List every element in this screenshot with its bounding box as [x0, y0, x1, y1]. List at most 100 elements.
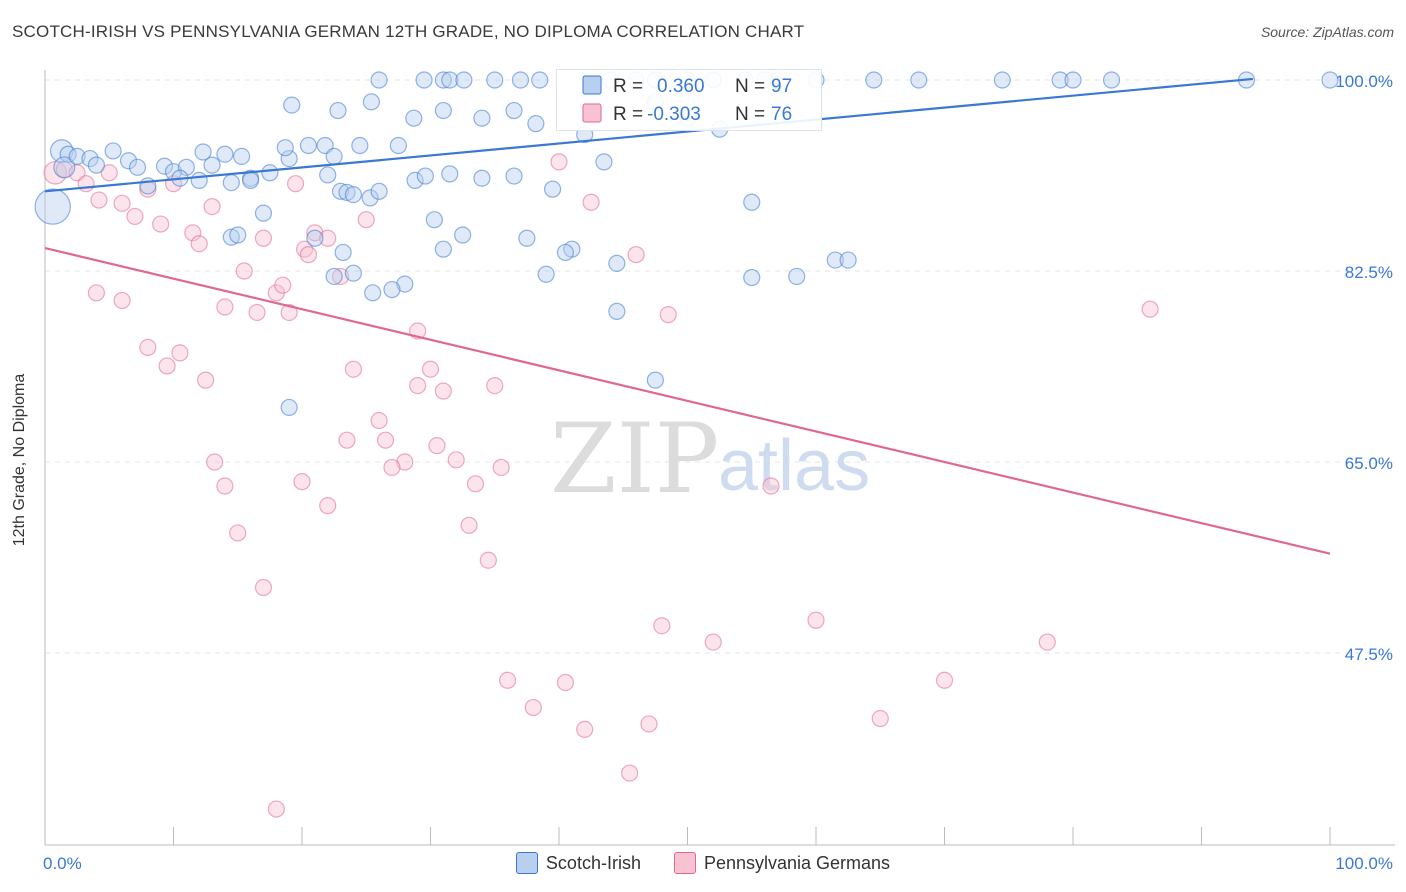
data-point: [993, 71, 1011, 89]
data-point: [351, 136, 369, 155]
data-point: [362, 93, 380, 111]
data-point: [608, 254, 626, 272]
data-point: [276, 139, 294, 157]
data-point: [421, 360, 440, 378]
legend-swatch-scotch-irish: [515, 852, 538, 874]
data-point: [87, 156, 106, 174]
data-point: [556, 673, 575, 692]
data-point: [621, 764, 639, 782]
data-point: [396, 453, 414, 471]
data-point: [306, 224, 324, 242]
data-point: [87, 284, 106, 302]
data-point: [319, 229, 337, 247]
data-point: [473, 169, 491, 187]
data-point: [254, 578, 273, 597]
data-point: [319, 497, 337, 515]
data-point: [524, 698, 542, 717]
data-point: [216, 145, 234, 163]
data-point: [280, 303, 298, 322]
correlation-legend: R = 0.360 N = 97 R = -0.303 N = 76: [556, 69, 822, 131]
legend-n-label: N =: [735, 104, 765, 125]
data-point: [81, 149, 99, 168]
data-point: [34, 188, 71, 225]
data-point: [299, 136, 318, 155]
data-point: [338, 431, 356, 449]
data-point: [361, 189, 379, 207]
data-point: [190, 235, 208, 253]
data-point: [511, 71, 530, 89]
data-point: [486, 377, 504, 395]
data-point: [104, 142, 122, 160]
data-point: [486, 71, 504, 89]
data-point: [331, 182, 350, 200]
data-point: [293, 473, 311, 491]
data-point: [428, 437, 446, 455]
data-point: [274, 276, 292, 294]
data-point: [216, 477, 234, 495]
data-point: [537, 265, 555, 283]
data-point: [434, 71, 452, 89]
data-point: [416, 167, 434, 185]
data-point: [455, 71, 473, 89]
data-point: [865, 71, 883, 89]
data-point: [871, 709, 889, 728]
legend-label-scotch-irish: Scotch-Irish: [545, 852, 641, 873]
data-point: [338, 183, 356, 202]
data-point: [627, 246, 645, 264]
data-point: [344, 186, 362, 204]
data-point: [582, 193, 600, 211]
data-point: [550, 153, 568, 171]
data-point: [1102, 71, 1121, 89]
data-point: [184, 224, 202, 242]
legend-item-pennsylvania-germans: Pennsylvania Germans: [673, 852, 890, 874]
data-point: [826, 251, 844, 269]
legend-n-value: 97: [771, 76, 792, 97]
data-point: [434, 382, 452, 400]
data-point: [370, 71, 388, 89]
data-point: [280, 398, 298, 417]
data-point: [704, 633, 722, 651]
data-point: [261, 164, 279, 182]
data-point: [460, 516, 478, 534]
data-point: [383, 280, 401, 299]
data-point: [229, 524, 247, 542]
data-point: [383, 458, 401, 477]
data-point: [280, 149, 298, 168]
data-point: [807, 611, 825, 629]
axes: [44, 70, 1395, 846]
data-point: [286, 175, 305, 193]
x-tick-label: 0.0%: [43, 854, 82, 873]
data-point: [119, 152, 138, 170]
data-point: [319, 166, 337, 184]
data-point: [325, 267, 343, 286]
data-point: [640, 715, 658, 733]
data-point: [405, 109, 423, 127]
data-point: [1051, 71, 1069, 89]
data-point: [505, 167, 523, 185]
data-point: [454, 226, 472, 244]
legend-r-label: R =: [613, 104, 643, 125]
tick-labels: 100.0% 82.5% 65.0% 47.5% 0.0% 100.0%: [43, 72, 1393, 873]
data-point: [653, 617, 671, 635]
data-point: [910, 71, 928, 89]
data-point: [364, 284, 382, 302]
data-point: [344, 360, 362, 378]
trend-line: [44, 247, 1331, 555]
data-point: [1038, 633, 1056, 651]
data-point: [935, 671, 954, 689]
data-point: [608, 302, 626, 320]
data-point: [126, 207, 144, 226]
data-point: [197, 371, 215, 389]
correlation-legend-graphic: R = 0.360 N = 97 R = -0.303 N = 76: [582, 75, 792, 125]
data-point: [466, 475, 485, 493]
data-point: [415, 71, 433, 89]
legend-r-value: 0.360: [657, 76, 705, 97]
legend-swatch-pennsylvania-germans: [673, 852, 696, 874]
data-point: [222, 228, 240, 246]
data-point: [473, 109, 491, 127]
data-point: [376, 431, 395, 449]
trend-lines: [44, 77, 1331, 555]
legend-item-scotch-irish: Scotch-Irish: [515, 852, 641, 874]
data-point: [113, 291, 131, 310]
